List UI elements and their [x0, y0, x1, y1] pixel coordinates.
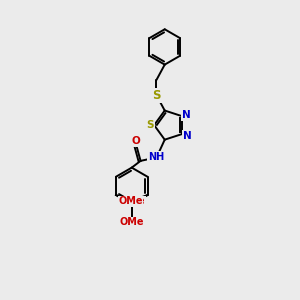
- Text: NH: NH: [148, 152, 164, 162]
- Text: O: O: [132, 136, 140, 146]
- Text: S: S: [152, 89, 161, 102]
- Text: OMe: OMe: [119, 218, 144, 227]
- Text: OMe: OMe: [121, 196, 145, 206]
- Text: OMe: OMe: [118, 196, 142, 206]
- Text: S: S: [146, 120, 154, 130]
- Text: N: N: [182, 110, 190, 120]
- Text: N: N: [183, 130, 191, 141]
